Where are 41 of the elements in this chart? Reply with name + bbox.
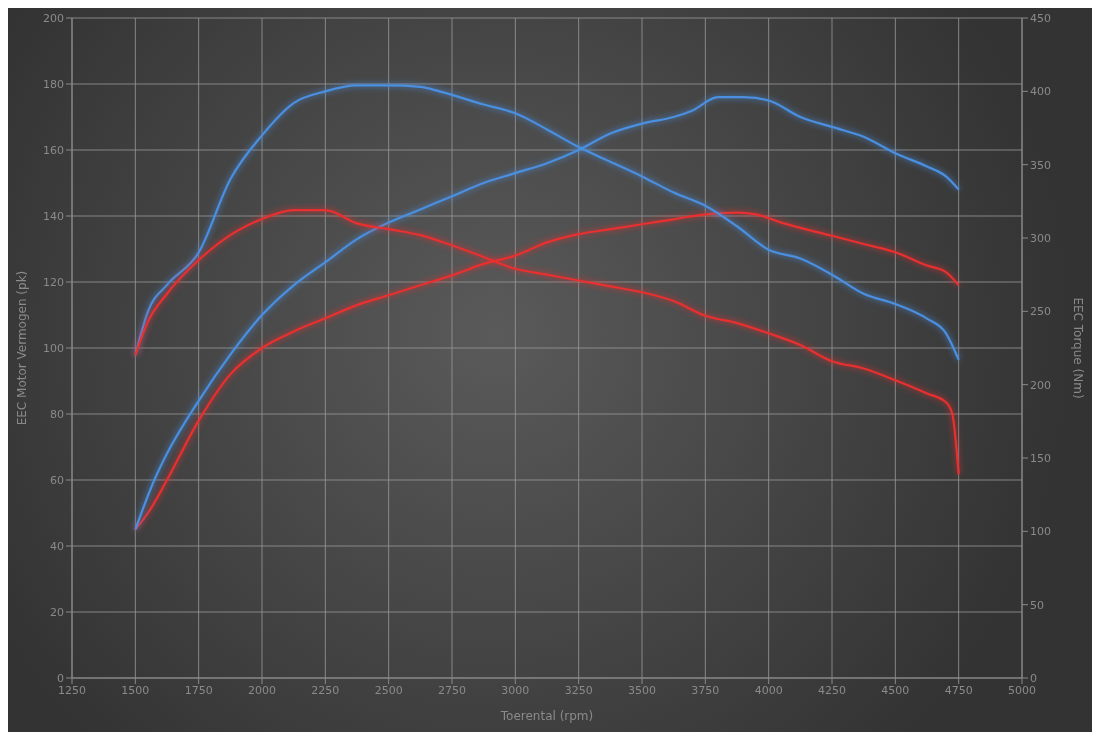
y-tick-label: 60 (50, 473, 64, 487)
x-tick-label: 2500 (374, 683, 403, 697)
y-tick-label: 200 (43, 11, 64, 25)
x-tick-label: 1500 (121, 683, 150, 697)
x-tick-label: 1750 (184, 683, 213, 697)
x-axis-title: Toerental (rpm) (499, 709, 594, 723)
y2-tick-label: 200 (1030, 378, 1051, 392)
y-tick-label: 140 (43, 209, 64, 223)
x-tick-label: 4500 (881, 683, 910, 697)
y2-tick-label: 450 (1030, 11, 1051, 25)
y-tick-label: 100 (43, 341, 64, 355)
x-tick-label: 4750 (944, 683, 973, 697)
y2-tick-label: 100 (1030, 525, 1051, 539)
y2-tick-label: 300 (1030, 231, 1051, 245)
x-tick-label: 3250 (564, 683, 593, 697)
line-series (134, 211, 960, 531)
x-tick-label: 1250 (58, 683, 86, 697)
y2-tick-label: 150 (1030, 451, 1051, 465)
y2-tick-label: 350 (1030, 158, 1051, 172)
y-tick-label: 20 (50, 605, 64, 619)
y-tick-label: 180 (43, 77, 64, 91)
y2-tick-label: 50 (1030, 598, 1044, 612)
y-tick-label: 0 (57, 671, 64, 685)
x-tick-label: 2750 (438, 683, 466, 697)
y2-axis-title: EEC Torque (Nm) (1070, 297, 1085, 399)
x-tick-label: 2250 (311, 683, 340, 697)
y-tick-label: 160 (43, 143, 64, 157)
x-tick-label: 4000 (754, 683, 783, 697)
y-tick-label: 80 (50, 407, 64, 421)
y-tick-label: 40 (50, 539, 64, 553)
x-tick-label: 5000 (1008, 683, 1036, 697)
y-tick-label: 120 (43, 275, 64, 289)
x-tick-label: 3500 (628, 683, 656, 697)
x-tick-label: 3750 (691, 683, 720, 697)
x-tick-label: 3000 (501, 683, 530, 697)
y2-tick-label: 250 (1030, 305, 1051, 319)
y2-tick-label: 0 (1030, 671, 1037, 685)
x-tick-label: 4250 (818, 683, 846, 697)
y2-tick-label: 400 (1030, 85, 1051, 99)
x-tick-label: 2000 (248, 683, 276, 697)
y-axis-title: EEC Motor Vermogen (pk) (15, 270, 30, 426)
